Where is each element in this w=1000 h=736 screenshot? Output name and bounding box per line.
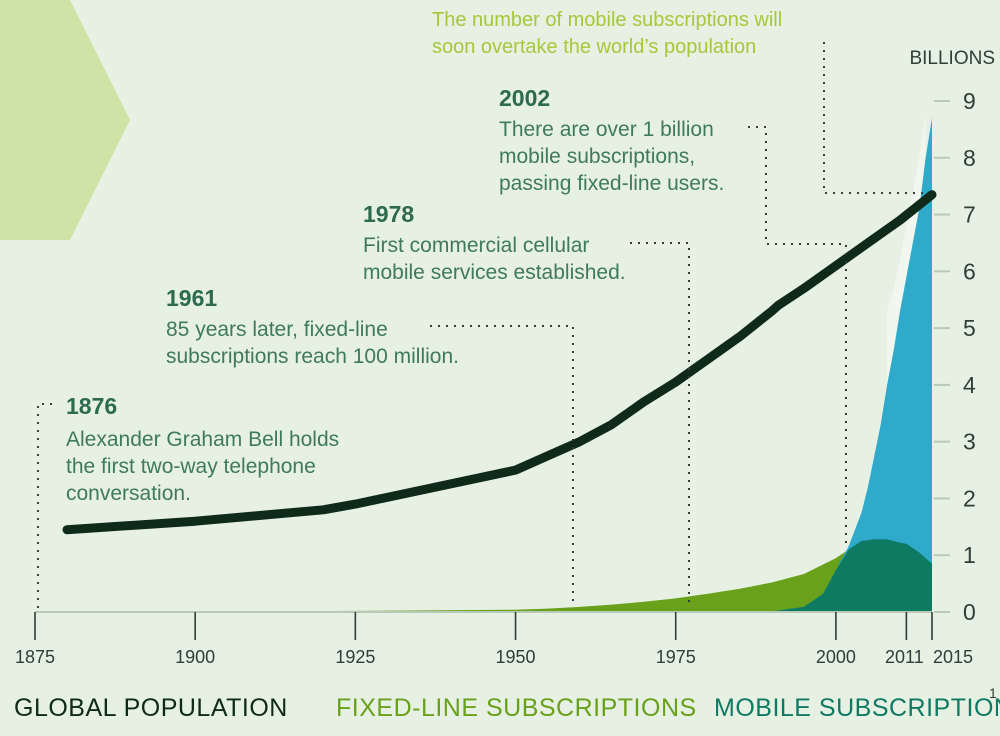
y-tick-label: 2: [963, 485, 976, 511]
leader-1961: [430, 326, 573, 606]
annotation-line: subscriptions reach 100 million.: [166, 345, 459, 368]
annotation-line: There are over 1 billion: [499, 118, 714, 141]
decorative-hexagon: [0, 0, 130, 240]
y-tick-label: 1: [963, 542, 976, 568]
annotations: 1876 Alexander Graham Bell holds the fir…: [66, 9, 782, 505]
annotation-1978: 1978 First commercial cellular mobile se…: [363, 201, 626, 284]
series-area-fixed-line: [41, 539, 932, 612]
legend-item-population: GLOBAL POPULATION: [14, 694, 288, 722]
y-tick-label: 7: [963, 202, 976, 228]
annotation-line: mobile services established.: [363, 261, 626, 284]
annotation-1876: 1876 Alexander Graham Bell holds the fir…: [66, 393, 339, 505]
x-tick-label: 1875: [15, 647, 55, 667]
legend-item-mobile: MOBILE SUBSCRIPTIONS: [714, 694, 1000, 722]
y-axis: 0 1 2 3 4 5 6 7 8 9: [934, 88, 976, 625]
annotation-year: 1978: [363, 201, 414, 227]
x-tick-label: 2015: [933, 647, 973, 667]
y-tick-label: 3: [963, 429, 976, 455]
annotation-line: First commercial cellular: [363, 234, 589, 257]
y-axis-unit-label: BILLIONS: [909, 48, 995, 69]
annotation-year: 1876: [66, 393, 117, 419]
annotation-line: conversation.: [66, 482, 191, 505]
leader-2002: [748, 127, 846, 548]
x-axis: 1875 1900 1925 1950 1975 2000 2011 2015: [15, 612, 973, 667]
x-tick-label: 1925: [335, 647, 375, 667]
legend: GLOBAL POPULATION FIXED-LINE SUBSCRIPTIO…: [14, 685, 1000, 722]
y-tick-label: 0: [963, 599, 976, 625]
annotation-line: Alexander Graham Bell holds: [66, 428, 339, 451]
annotation-line: soon overtake the world’s population: [432, 36, 756, 58]
series-area-mobile: [772, 118, 932, 612]
annotation-line: mobile subscriptions,: [499, 145, 695, 168]
x-tick-label: 1900: [175, 647, 215, 667]
annotation-year: 2002: [499, 85, 550, 111]
annotation-line: 85 years later, fixed-line: [166, 318, 388, 341]
x-tick-label: 1950: [496, 647, 536, 667]
x-tick-label: 2011: [885, 647, 924, 667]
annotation-top-note: The number of mobile subscriptions will …: [432, 9, 782, 58]
footnote-marker: 1: [989, 685, 997, 701]
y-tick-label: 5: [963, 315, 976, 341]
annotation-line: passing fixed-line users.: [499, 172, 724, 195]
y-tick-label: 4: [963, 372, 976, 398]
annotation-1961: 1961 85 years later, fixed-line subscrip…: [166, 285, 459, 368]
x-tick-label: 1975: [656, 647, 696, 667]
annotation-line: The number of mobile subscriptions will: [432, 9, 782, 31]
y-tick-label: 8: [963, 145, 976, 171]
legend-item-fixed-line: FIXED-LINE SUBSCRIPTIONS: [336, 694, 697, 722]
annotation-year: 1961: [166, 285, 217, 311]
y-tick-label: 9: [963, 88, 976, 114]
annotation-2002: 2002 There are over 1 billion mobile sub…: [499, 85, 724, 195]
annotation-line: the first two-way telephone: [66, 455, 316, 478]
leader-1978: [630, 243, 689, 606]
leader-1876: [38, 404, 58, 608]
x-tick-label: 2000: [816, 647, 856, 667]
y-tick-label: 6: [963, 258, 976, 284]
